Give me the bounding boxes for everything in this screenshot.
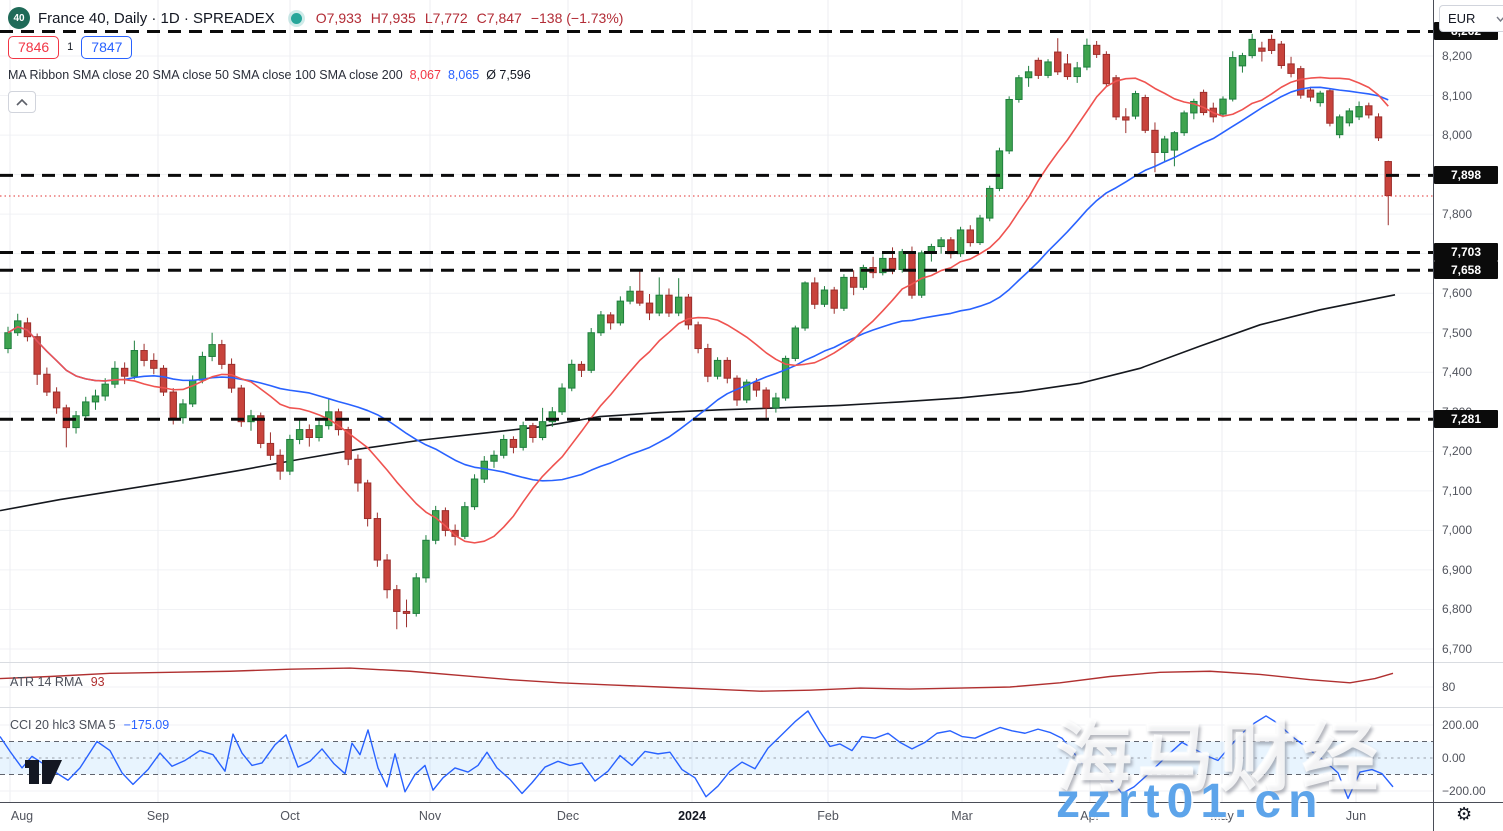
ohlc-values: O7,933 H7,935 L7,772 C7,847 −138 (−1.73%…	[316, 10, 624, 26]
price-tick-label: 8,100	[1442, 88, 1473, 103]
price-tick-label: 7,200	[1442, 444, 1473, 459]
collapse-legend-button[interactable]	[8, 91, 36, 113]
close-value: C7,847	[476, 10, 522, 26]
price-tick-label: 6,900	[1442, 562, 1473, 577]
currency-selector[interactable]: EUR	[1439, 5, 1503, 32]
symbol-legend: 40 France 40, Daily · 1D · SPREADEX O7,9…	[8, 6, 623, 113]
spread-value: 1	[67, 41, 74, 53]
settings-gear-icon[interactable]: ⚙	[1456, 804, 1473, 824]
time-axis-label: May	[1210, 809, 1234, 823]
price-tick-label: 8,200	[1442, 49, 1473, 63]
time-axis-label: Jun	[1345, 809, 1367, 823]
tradingview-logo[interactable]	[24, 756, 64, 793]
price-axis[interactable]: 8,2008,1008,0007,8007,6007,5007,4007,300…	[1433, 0, 1503, 802]
currency-label: EUR	[1448, 11, 1476, 26]
symbol-logo: 40	[8, 7, 30, 29]
time-axis-label: Oct	[280, 809, 300, 823]
price-tick-label: 6,700	[1442, 642, 1473, 656]
price-level-chip: 7,898	[1434, 166, 1498, 185]
time-axis-label: Mar	[951, 809, 973, 823]
price-tick-label: 7,600	[1442, 286, 1473, 301]
sell-bid-button[interactable]: 7846	[8, 35, 60, 59]
time-axis-label: Aug	[10, 809, 34, 823]
cci-legend[interactable]: CCI 20 hlc3 SMA 5 −175.09	[10, 718, 169, 732]
price-tick-label: 7,100	[1442, 483, 1473, 498]
price-tick-label: 7,500	[1442, 325, 1473, 340]
price-level-chip: 7,658	[1434, 261, 1498, 280]
low-value: L7,772	[424, 10, 468, 26]
market-status-icon	[290, 12, 302, 24]
open-value: O7,933	[315, 10, 362, 26]
atr-tick-label: 80	[1442, 680, 1456, 694]
price-tick-label: 7,400	[1442, 365, 1473, 380]
price-tick-label: 8,000	[1442, 128, 1473, 143]
ma-ribbon-sma20-value: 8,067	[409, 68, 441, 82]
atr-legend[interactable]: ATR 14 RMA 93	[10, 675, 105, 689]
time-axis-label: Dec	[556, 809, 580, 823]
ma-ribbon-label[interactable]: MA Ribbon SMA close 20 SMA close 50 SMA …	[8, 68, 403, 82]
price-tick-label: 7,000	[1442, 523, 1473, 538]
high-value: H7,935	[370, 10, 416, 26]
symbol-title[interactable]: France 40, Daily · 1D · SPREADEX	[38, 9, 275, 27]
time-axis[interactable]: Aug Sep Oct Nov Dec 2024 Feb Mar Apr May Jun	[0, 802, 1503, 831]
cci-tick-label: −200.00	[1442, 784, 1486, 798]
cci-tick-label: 200.00	[1442, 718, 1479, 732]
price-tick-label: 7,800	[1442, 207, 1473, 222]
time-axis-label: Nov	[418, 809, 442, 823]
buy-ask-button[interactable]: 7847	[81, 35, 133, 59]
atr-label: ATR 14 RMA	[10, 675, 83, 689]
price-level-chip: 7,703	[1434, 243, 1498, 262]
price-level-chip: 7,281	[1434, 410, 1498, 429]
cci-tick-label: 0.00	[1442, 751, 1466, 765]
price-tick-label: 6,800	[1442, 602, 1473, 617]
chevron-down-icon	[1496, 16, 1503, 22]
change-value: −138 (−1.73%)	[530, 10, 624, 26]
ma-ribbon-average-value: Ø 7,596	[486, 68, 531, 82]
cci-value: −175.09	[123, 718, 170, 732]
time-axis-label: 2024	[678, 809, 706, 823]
time-axis-label: Feb	[817, 809, 839, 823]
atr-value: 93	[90, 675, 105, 689]
chevron-up-icon	[16, 98, 28, 106]
ma-ribbon-sma50-value: 8,065	[447, 68, 480, 82]
cci-label: CCI 20 hlc3 SMA 5	[10, 718, 116, 732]
time-axis-label: Apr	[1080, 809, 1100, 823]
time-axis-label: Sep	[146, 809, 170, 823]
